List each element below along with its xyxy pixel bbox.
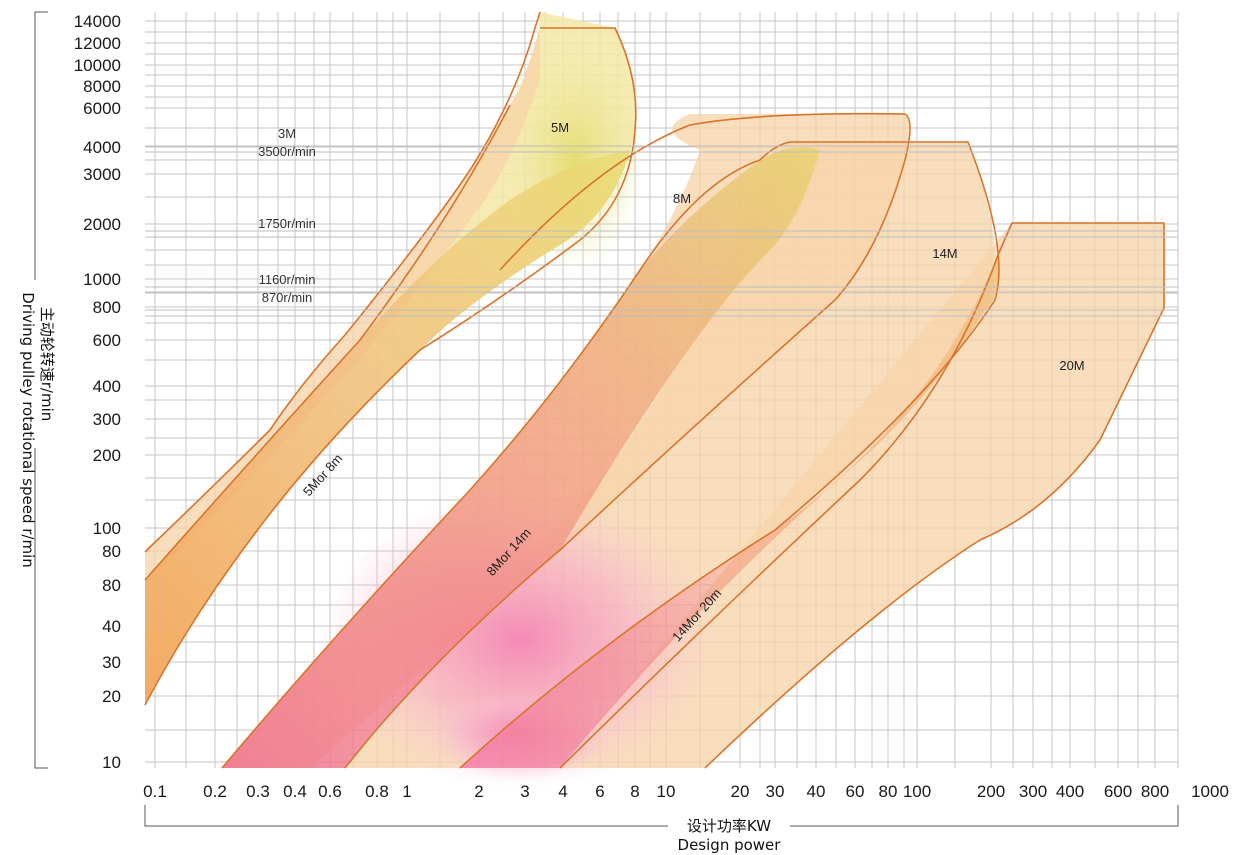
y-tick-label: 14000 bbox=[74, 12, 121, 31]
x-tick-label: 60 bbox=[846, 782, 865, 801]
region-3m-area bbox=[145, 28, 540, 585]
speed-reference-lines bbox=[145, 145, 1178, 317]
y-tick-label: 8000 bbox=[83, 77, 121, 96]
y-tick-label: 80 bbox=[102, 576, 121, 595]
y-tick-labels: 10 20 30 40 80 80 100 200 300 400 600 800 1000 2000 30… bbox=[74, 12, 121, 772]
x-tick-label: 0.2 bbox=[203, 782, 227, 801]
x-tick-label: 0.3 bbox=[246, 782, 270, 801]
outline-3m-upper bbox=[144, 11, 541, 553]
outline-20m bbox=[704, 222, 1165, 769]
y-tick-label: 12000 bbox=[74, 34, 121, 53]
outline-5m bbox=[144, 27, 637, 706]
x-tick-label: 0.1 bbox=[143, 782, 167, 801]
x-axis-title-cn: 设计功率KW bbox=[687, 817, 771, 835]
y-tick-label: 600 bbox=[93, 331, 121, 350]
x-tick-label: 8 bbox=[630, 782, 639, 801]
y-tick-label: 3000 bbox=[83, 165, 121, 184]
speed-label-1160: 1160r/min bbox=[259, 272, 316, 287]
x-tick-label: 6 bbox=[595, 782, 604, 801]
x-tick-label: 300 bbox=[1019, 782, 1047, 801]
y-tick-label: 300 bbox=[93, 410, 121, 429]
band-5m-or-8m bbox=[145, 150, 630, 705]
x-tick-label: 0.8 bbox=[365, 782, 389, 801]
speed-label-870: 870r/min bbox=[262, 290, 313, 305]
band-8m-or-14m bbox=[222, 147, 820, 769]
x-tick-label: 40 bbox=[807, 782, 826, 801]
y-tick-label: 20 bbox=[102, 687, 121, 706]
region-label-5m: 5M bbox=[551, 120, 569, 135]
y-axis-bracket bbox=[34, 11, 48, 769]
y-tick-label: 4000 bbox=[83, 138, 121, 157]
speed-label-1750: 1750r/min bbox=[258, 216, 316, 231]
y-tick-label: 2000 bbox=[83, 215, 121, 234]
x-tick-label: 2 bbox=[474, 782, 483, 801]
y-tick-label: 1000 bbox=[83, 270, 121, 289]
y-tick-label: 10000 bbox=[74, 56, 121, 75]
y-tick-label: 10 bbox=[102, 753, 121, 772]
x-tick-label: 100 bbox=[903, 782, 931, 801]
outline-14m-lower bbox=[559, 254, 999, 769]
y-tick-label: 400 bbox=[93, 377, 121, 396]
x-tick-label: 4 bbox=[558, 782, 567, 801]
speed-label-3500: 3500r/min bbox=[258, 144, 316, 159]
x-tick-label: 1 bbox=[402, 782, 411, 801]
region-label-8m: 8M bbox=[673, 191, 691, 206]
y-tick-label: 30 bbox=[102, 653, 121, 672]
region-label-20m: 20M bbox=[1059, 358, 1084, 373]
y-axis-title-cn: 主动轮转速r/min bbox=[38, 307, 56, 422]
x-tick-label: 3 bbox=[520, 782, 529, 801]
y-tick-label: 80 bbox=[102, 542, 121, 561]
x-tick-label: 400 bbox=[1056, 782, 1084, 801]
y-tick-label: 100 bbox=[93, 519, 121, 538]
x-axis-title-en: Design power bbox=[678, 836, 782, 854]
speed-label-3m: 3M bbox=[278, 126, 296, 141]
x-tick-label: 1000 bbox=[1191, 782, 1229, 801]
x-tick-labels: 0.1 0.2 0.3 0.4 0.6 0.8 1 2 3 4 6 8 10 20 30 40 60 80 100 2… bbox=[143, 782, 1229, 801]
region-outlines bbox=[144, 11, 1165, 769]
region-fills bbox=[145, 12, 1164, 790]
x-tick-label: 0.6 bbox=[318, 782, 342, 801]
x-tick-label: 80 bbox=[879, 782, 898, 801]
outline-8m-top bbox=[344, 112, 911, 769]
x-tick-label: 20 bbox=[731, 782, 750, 801]
outline-5m-lower bbox=[144, 104, 511, 581]
x-tick-label: 200 bbox=[977, 782, 1005, 801]
y-tick-label: 200 bbox=[93, 446, 121, 465]
region-label-14m: 14M bbox=[932, 246, 957, 261]
x-tick-label: 600 bbox=[1104, 782, 1132, 801]
outline-14m bbox=[459, 141, 1000, 769]
x-axis-bracket bbox=[144, 805, 1179, 827]
x-tick-label: 30 bbox=[766, 782, 785, 801]
x-tick-label: 800 bbox=[1141, 782, 1169, 801]
x-tick-label: 10 bbox=[657, 782, 676, 801]
y-tick-label: 800 bbox=[93, 298, 121, 317]
y-axis-title-en: Driving pulley rotational speed r/min bbox=[19, 292, 37, 568]
outline-8m-lower bbox=[221, 159, 761, 769]
x-tick-label: 0.4 bbox=[283, 782, 307, 801]
y-tick-label: 40 bbox=[102, 617, 121, 636]
y-tick-label: 6000 bbox=[83, 99, 121, 118]
